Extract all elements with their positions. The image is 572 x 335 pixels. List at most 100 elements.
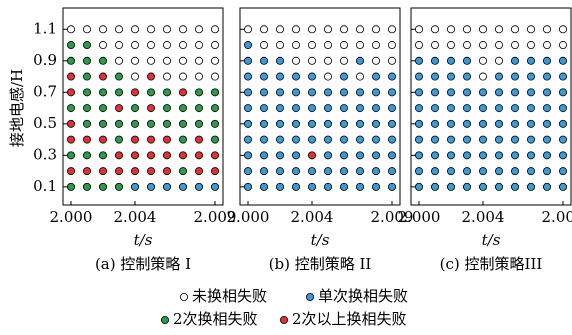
dot bbox=[478, 56, 487, 65]
dot bbox=[83, 72, 92, 81]
dot bbox=[259, 104, 268, 113]
dot bbox=[243, 135, 252, 144]
dot bbox=[146, 119, 155, 128]
y-tick-label: 1.1 bbox=[33, 19, 57, 37]
dot bbox=[355, 72, 364, 81]
dot bbox=[462, 88, 471, 97]
dot bbox=[291, 182, 300, 191]
dot bbox=[275, 56, 284, 65]
dot bbox=[275, 41, 284, 50]
dot bbox=[371, 56, 380, 65]
dot bbox=[115, 151, 124, 160]
dot bbox=[323, 167, 332, 176]
dot bbox=[339, 72, 348, 81]
legend-marker bbox=[179, 292, 188, 301]
dot bbox=[83, 167, 92, 176]
dot bbox=[178, 56, 187, 65]
dot bbox=[478, 88, 487, 97]
dot bbox=[178, 104, 187, 113]
dot bbox=[291, 56, 300, 65]
dot bbox=[462, 167, 471, 176]
dot bbox=[162, 56, 171, 65]
dot bbox=[387, 119, 396, 128]
x-tick-label: 2.000 bbox=[398, 208, 441, 226]
dot bbox=[355, 41, 364, 50]
dot bbox=[83, 182, 92, 191]
dot bbox=[462, 151, 471, 160]
dot bbox=[275, 135, 284, 144]
dot bbox=[527, 167, 536, 176]
dot bbox=[99, 151, 108, 160]
dot bbox=[510, 104, 519, 113]
dot bbox=[371, 41, 380, 50]
dot bbox=[543, 25, 552, 34]
dot bbox=[115, 56, 124, 65]
dot bbox=[83, 151, 92, 160]
dot bbox=[99, 41, 108, 50]
dot bbox=[99, 182, 108, 191]
dot bbox=[307, 88, 316, 97]
dot bbox=[494, 25, 503, 34]
dot bbox=[243, 25, 252, 34]
dot bbox=[210, 151, 219, 160]
dot bbox=[543, 151, 552, 160]
dot bbox=[543, 167, 552, 176]
dot bbox=[291, 72, 300, 81]
panel-subtitle: (c) 控制策略III bbox=[440, 255, 543, 273]
dot bbox=[115, 167, 124, 176]
dot bbox=[462, 119, 471, 128]
dot bbox=[355, 119, 364, 128]
dot bbox=[307, 182, 316, 191]
dot bbox=[371, 104, 380, 113]
dot bbox=[430, 41, 439, 50]
dot bbox=[355, 25, 364, 34]
dot bbox=[67, 25, 76, 34]
dot bbox=[323, 25, 332, 34]
dot bbox=[83, 25, 92, 34]
dot bbox=[559, 25, 568, 34]
dot bbox=[494, 182, 503, 191]
dot bbox=[291, 135, 300, 144]
dot bbox=[494, 104, 503, 113]
dot bbox=[146, 72, 155, 81]
dot bbox=[446, 25, 455, 34]
dot bbox=[194, 119, 203, 128]
dot bbox=[210, 135, 219, 144]
dot bbox=[387, 25, 396, 34]
y-axis-label: 接地电感/H bbox=[8, 69, 26, 147]
dot bbox=[259, 182, 268, 191]
dot bbox=[130, 41, 139, 50]
dot bbox=[130, 104, 139, 113]
dot bbox=[510, 167, 519, 176]
panel-subtitle: (b) 控制策略 II bbox=[269, 255, 372, 273]
dot bbox=[462, 182, 471, 191]
legend-label: 单次换相失败 bbox=[318, 287, 408, 305]
dot bbox=[259, 151, 268, 160]
dot bbox=[478, 41, 487, 50]
dot bbox=[243, 167, 252, 176]
dot bbox=[543, 104, 552, 113]
dot bbox=[387, 56, 396, 65]
dot bbox=[178, 72, 187, 81]
dot bbox=[67, 88, 76, 97]
x-axis-label: t/s bbox=[482, 231, 501, 249]
dot bbox=[371, 25, 380, 34]
dot bbox=[430, 72, 439, 81]
dot bbox=[355, 135, 364, 144]
x-tick-label: 2.004 bbox=[114, 208, 157, 226]
legend-label: 2次换相失败 bbox=[173, 310, 258, 328]
dot bbox=[67, 119, 76, 128]
dot bbox=[243, 104, 252, 113]
dot bbox=[259, 135, 268, 144]
dot bbox=[527, 56, 536, 65]
dot bbox=[559, 182, 568, 191]
dot bbox=[210, 119, 219, 128]
dot bbox=[259, 56, 268, 65]
dot bbox=[339, 151, 348, 160]
dot bbox=[162, 182, 171, 191]
dot bbox=[387, 88, 396, 97]
dot bbox=[307, 25, 316, 34]
dot bbox=[339, 104, 348, 113]
dot bbox=[559, 119, 568, 128]
y-tick-label: 0.1 bbox=[33, 177, 57, 195]
